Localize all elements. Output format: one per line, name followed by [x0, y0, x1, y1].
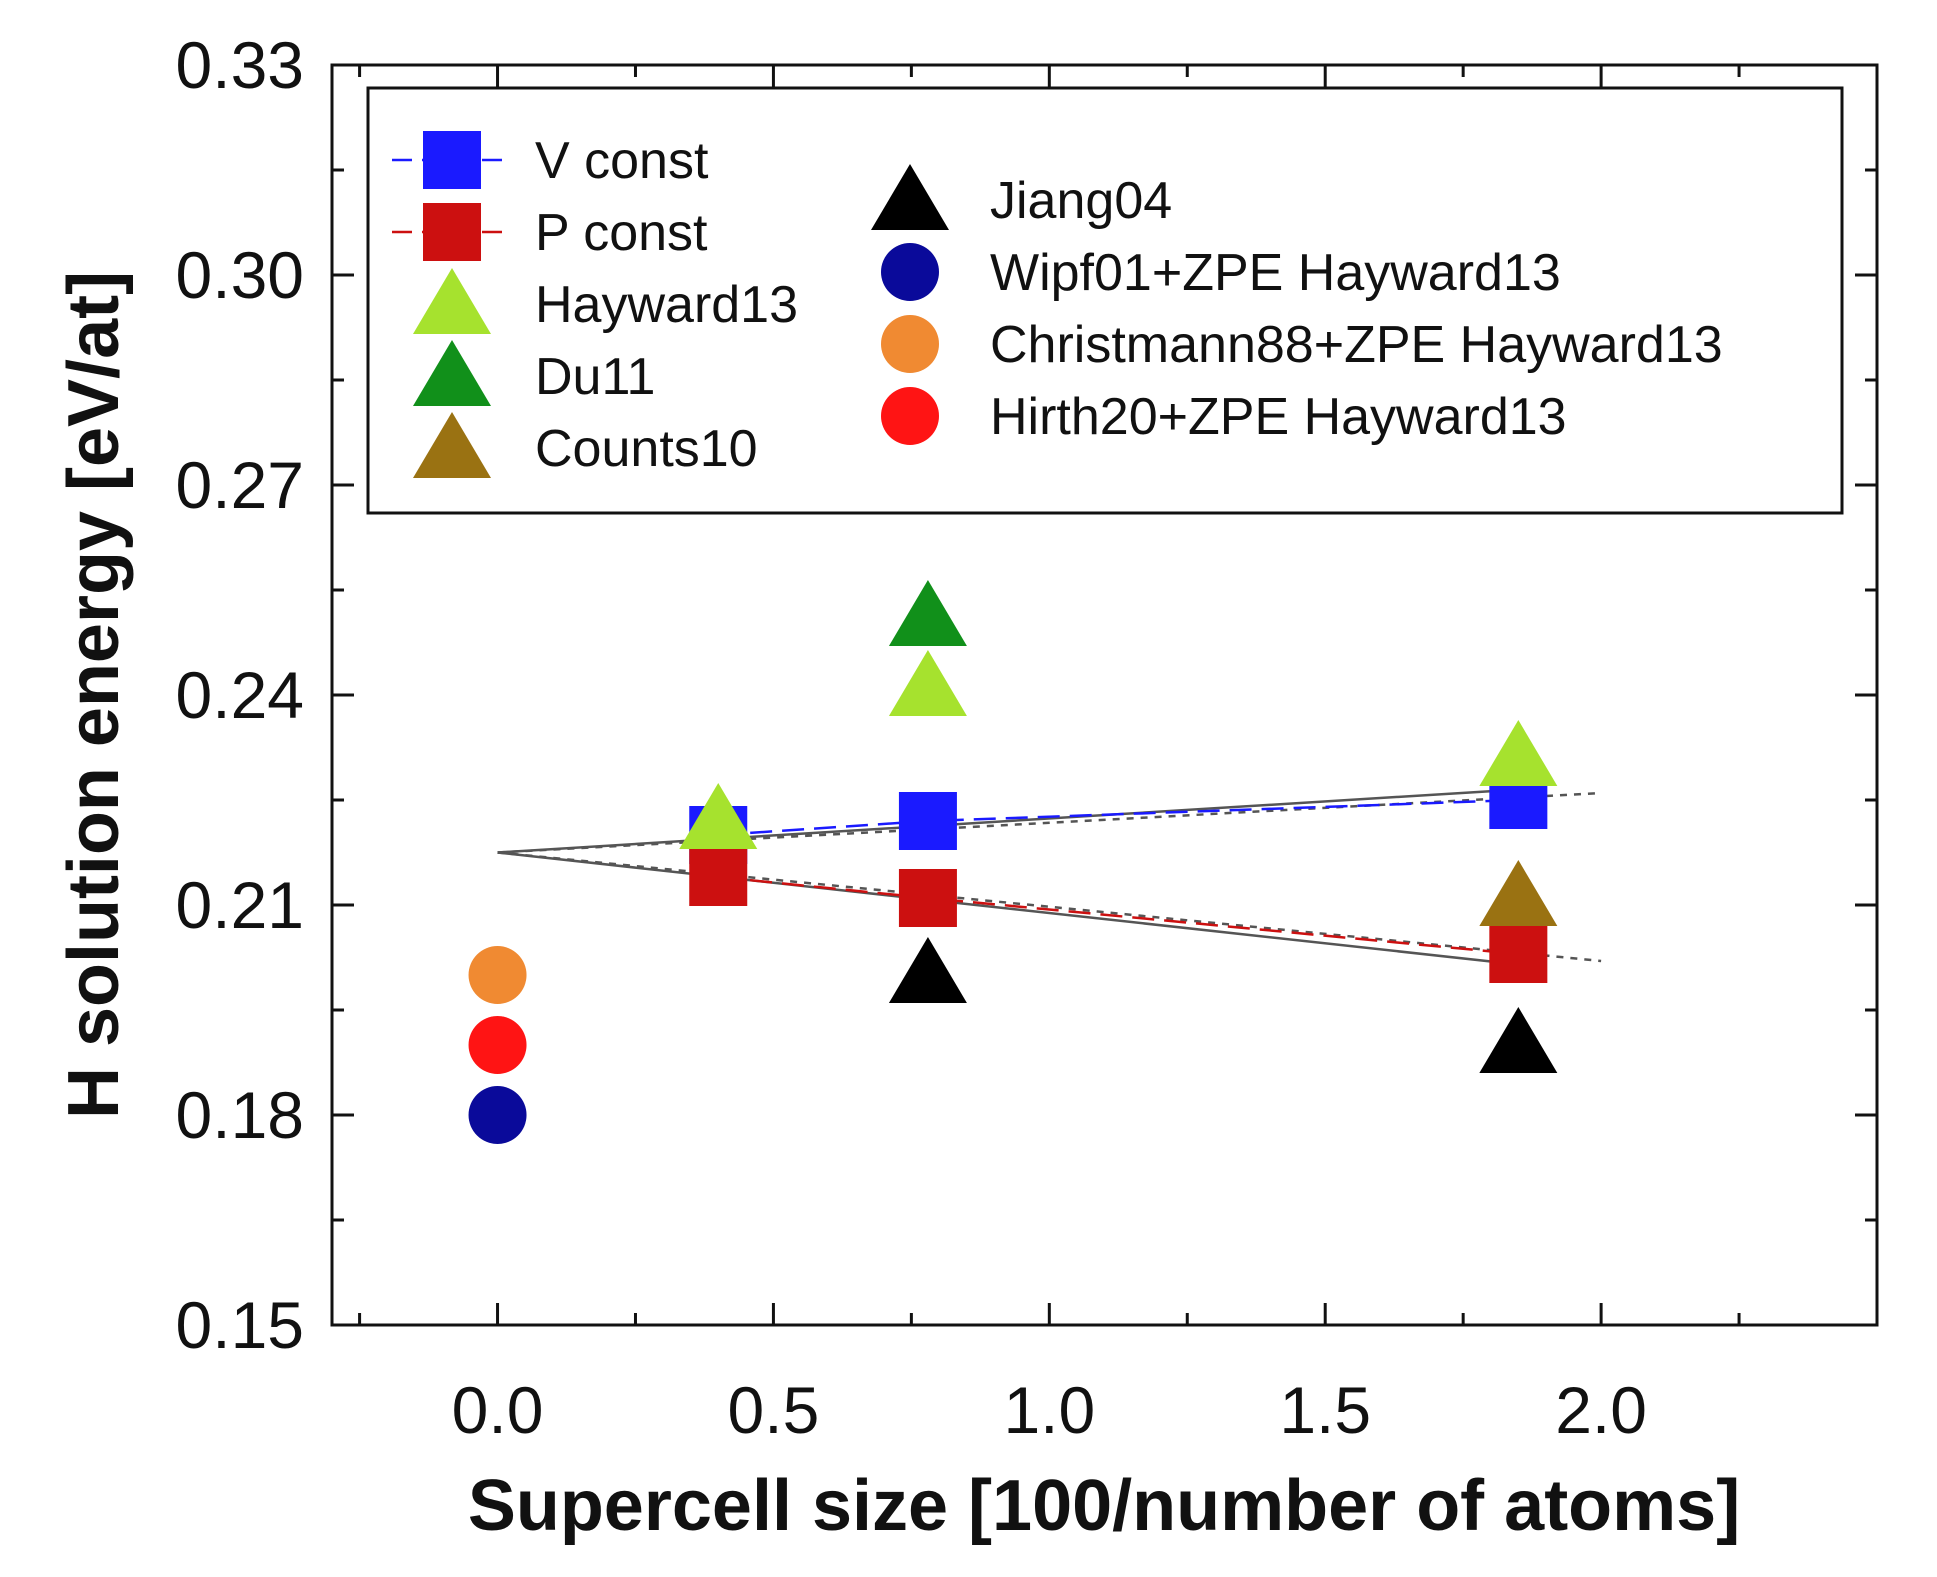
data-point-wipf01-zpe-hayward13	[468, 1086, 527, 1144]
data-point-v-const	[898, 792, 957, 850]
legend-label-v-const: V const	[535, 132, 709, 190]
x-tick-label: 1.5	[1279, 1373, 1371, 1447]
data-point-du11	[888, 580, 967, 646]
x-tick-label: 0.5	[728, 1373, 820, 1447]
y-tick-label: 0.27	[176, 448, 304, 522]
data-point-hayward13	[1479, 720, 1558, 786]
legend-marker-counts10	[413, 412, 491, 478]
legend-label-p-const: P const	[535, 204, 708, 262]
fit-line-v-const-extrapolation	[497, 791, 1602, 854]
legend-label-jiang04: Jiang04	[990, 172, 1172, 230]
y-tick-labels: 0.15 0.18 0.21 0.24 0.27 0.30 0.33	[176, 28, 304, 1362]
y-tick-label: 0.21	[176, 868, 304, 942]
y-tick-label: 0.33	[176, 28, 304, 102]
y-tick-label: 0.24	[176, 658, 304, 732]
legend: V const P const Hayward13 Du11 Counts10 Jiang…	[366, 86, 1844, 515]
data-point-hayward13	[888, 650, 967, 716]
x-tick-labels: 0.0 0.5 1.0 1.5 2.0	[452, 1373, 1647, 1447]
data-point-p-const	[1489, 925, 1548, 983]
x-axis-title: Supercell size [100/number of atoms]	[468, 1466, 1740, 1546]
legend-marker-jiang04	[871, 164, 949, 230]
legend-label-hirth20-zpe-hayward13: Hirth20+ZPE Hayward13	[990, 388, 1567, 446]
data-point-p-const	[898, 869, 957, 927]
legend-label-wipf01-zpe-hayward13: Wipf01+ZPE Hayward13	[990, 244, 1561, 302]
legend-label-counts10: Counts10	[535, 420, 758, 478]
fit-line-p-const-extrapolation	[497, 851, 1602, 963]
legend-marker-du11	[413, 340, 491, 406]
data-point-jiang04	[1479, 1007, 1558, 1073]
legend-marker-p-const	[423, 203, 481, 261]
y-tick-label: 0.18	[176, 1078, 304, 1152]
y-tick-label: 0.15	[176, 1288, 304, 1362]
legend-label-hayward13: Hayward13	[535, 276, 798, 334]
legend-marker-christmann88-zpe-hayward13	[881, 315, 939, 373]
legend-marker-v-const	[423, 131, 481, 189]
fit-line-p-const-fit	[497, 851, 1519, 966]
legend-label-christmann88-zpe-hayward13: Christmann88+ZPE Hayward13	[990, 316, 1723, 374]
x-tick-label: 1.0	[1003, 1373, 1095, 1447]
data-point-jiang04	[888, 937, 967, 1003]
x-tick-label: 2.0	[1555, 1373, 1647, 1447]
y-tick-label: 0.30	[176, 238, 304, 312]
data-points	[468, 580, 1558, 1144]
data-point-p-const	[689, 848, 748, 906]
data-point-counts10	[1479, 860, 1558, 926]
y-axis-title: H solution energy [eV/at]	[54, 271, 134, 1119]
legend-label-du11: Du11	[535, 348, 655, 406]
data-point-christmann88-zpe-hayward13	[468, 946, 527, 1004]
x-tick-label: 0.0	[452, 1373, 544, 1447]
legend-marker-hayward13	[413, 268, 491, 334]
axis-ticks	[332, 63, 1877, 1327]
fit-lines	[497, 788, 1602, 966]
legend-marker-hirth20-zpe-hayward13	[881, 387, 939, 445]
data-point-hirth20-zpe-hayward13	[468, 1016, 527, 1074]
legend-box	[366, 86, 1844, 515]
data-point-hayward13	[679, 783, 758, 849]
legend-marker-wipf01-zpe-hayward13	[881, 243, 939, 301]
fit-line-v-const-fit	[497, 788, 1519, 854]
